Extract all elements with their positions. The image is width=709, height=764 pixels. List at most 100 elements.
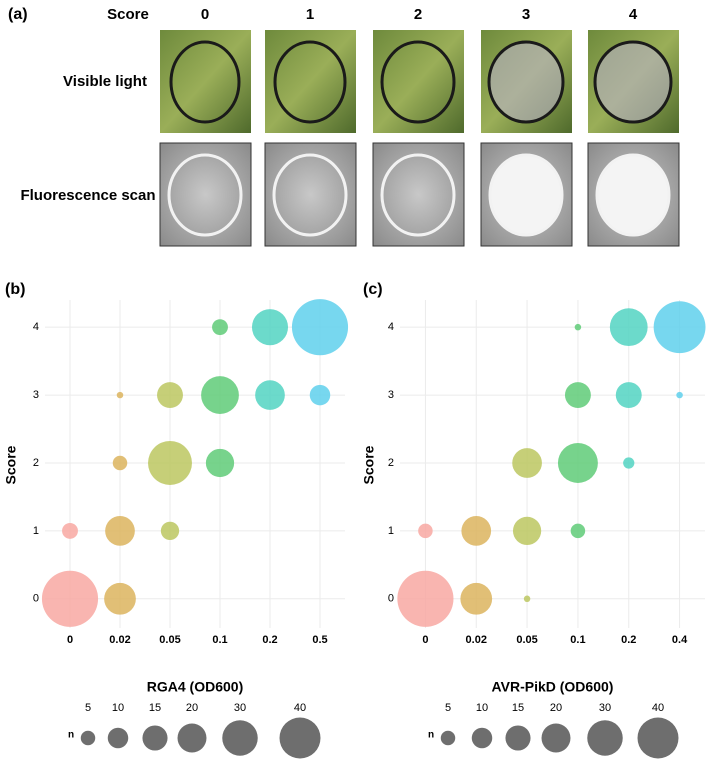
- bubble: [309, 384, 331, 406]
- photo-visible: [160, 30, 251, 133]
- bubble: [523, 595, 531, 603]
- y-axis-title: Score: [3, 445, 19, 484]
- size-legend-key: [541, 723, 571, 753]
- bubble: [653, 301, 706, 354]
- bubble: [291, 299, 349, 356]
- bubble: [255, 380, 285, 410]
- bubble: [112, 455, 128, 471]
- score-value: 1: [306, 6, 314, 23]
- size-legend-key: [177, 723, 207, 753]
- size-legend-label: 15: [149, 702, 161, 714]
- size-legend-label: 40: [652, 702, 664, 714]
- x-tick-label: 0.2: [262, 634, 277, 646]
- row-label: Visible light: [63, 73, 147, 90]
- x-tick-label: 0.05: [516, 634, 537, 646]
- x-tick-label: 0.2: [621, 634, 636, 646]
- size-legend-key: [440, 730, 456, 746]
- y-tick-label: 3: [388, 389, 394, 401]
- bubble: [397, 570, 454, 627]
- bubble: [461, 516, 492, 546]
- row-label: Fluorescence scan: [20, 187, 155, 204]
- panel-label: (a): [8, 6, 28, 23]
- x-tick-label: 0.02: [109, 634, 130, 646]
- x-tick-label: 0.1: [570, 634, 585, 646]
- size-legend-label: 5: [445, 702, 451, 714]
- size-legend-label: 10: [112, 702, 124, 714]
- bubble: [460, 582, 493, 615]
- y-tick-label: 1: [388, 525, 394, 537]
- photo-fluorescence: [372, 142, 465, 247]
- lesion-outline: [169, 40, 241, 124]
- bubble: [212, 319, 228, 336]
- size-legend-key: [142, 725, 168, 751]
- y-axis-title: Score: [361, 445, 377, 484]
- x-axis-title: RGA4 (OD600): [147, 679, 243, 695]
- x-tick-label: 0: [422, 634, 428, 646]
- photo-visible: [265, 30, 356, 133]
- y-tick-label: 3: [33, 389, 39, 401]
- size-legend-label: 30: [234, 702, 246, 714]
- photo-fluorescence: [264, 142, 357, 247]
- bubble: [623, 457, 635, 469]
- photo-fluorescence: [159, 142, 252, 247]
- score-value: 3: [522, 6, 530, 23]
- y-tick-label: 0: [33, 593, 39, 605]
- lesion-outline: [595, 153, 671, 237]
- score-value: 4: [629, 6, 638, 23]
- x-tick-label: 0.05: [159, 634, 180, 646]
- bubble: [676, 391, 683, 399]
- bubble: [251, 309, 289, 346]
- y-tick-label: 4: [388, 321, 394, 333]
- size-legend-key: [471, 727, 493, 749]
- bubble: [512, 516, 542, 546]
- y-tick-label: 4: [33, 321, 39, 333]
- bubble: [574, 323, 582, 331]
- size-legend-label: 5: [85, 702, 91, 714]
- lesion-outline: [272, 153, 348, 237]
- size-legend-key: [637, 717, 679, 759]
- size-legend-key: [505, 725, 531, 751]
- bubble: [201, 376, 239, 414]
- bubble: [564, 382, 591, 409]
- score-value: 2: [414, 6, 422, 23]
- y-tick-label: 2: [33, 457, 39, 469]
- size-legend-key: [107, 727, 129, 749]
- x-tick-label: 0: [67, 634, 73, 646]
- photo-visible: [373, 30, 464, 133]
- bubble: [418, 523, 433, 539]
- bubble: [62, 522, 78, 539]
- lesion-outline: [488, 153, 564, 237]
- x-tick-label: 0.4: [672, 634, 688, 646]
- bubble: [570, 523, 586, 539]
- lesion-outline: [487, 40, 565, 124]
- size-legend-label: 20: [186, 702, 198, 714]
- x-tick-label: 0.1: [212, 634, 227, 646]
- bubble: [116, 391, 124, 399]
- bubble: [160, 521, 180, 541]
- size-legend-label: 30: [599, 702, 611, 714]
- lesion-outline: [273, 40, 347, 124]
- x-tick-label: 0.5: [312, 634, 327, 646]
- y-tick-label: 2: [388, 457, 394, 469]
- y-tick-label: 1: [33, 525, 39, 537]
- lesion-outline: [593, 40, 673, 124]
- bubble: [557, 443, 598, 483]
- x-tick-label: 0.02: [466, 634, 487, 646]
- lesion-outline: [167, 153, 243, 237]
- size-legend-label: 10: [476, 702, 488, 714]
- size-legend-key: [587, 720, 623, 756]
- size-legend-label: 40: [294, 702, 306, 714]
- bubble: [157, 382, 183, 409]
- bubble: [615, 382, 642, 409]
- bubble: [148, 441, 192, 485]
- lesion-outline: [380, 40, 456, 124]
- y-tick-label: 0: [388, 593, 394, 605]
- x-axis-title: AVR-PikD (OD600): [492, 679, 614, 695]
- bubble: [512, 448, 542, 478]
- bubble: [609, 308, 648, 347]
- bubble: [104, 582, 136, 615]
- score-header: Score: [107, 6, 149, 23]
- bubble: [41, 570, 99, 627]
- size-legend-title: n: [428, 730, 434, 741]
